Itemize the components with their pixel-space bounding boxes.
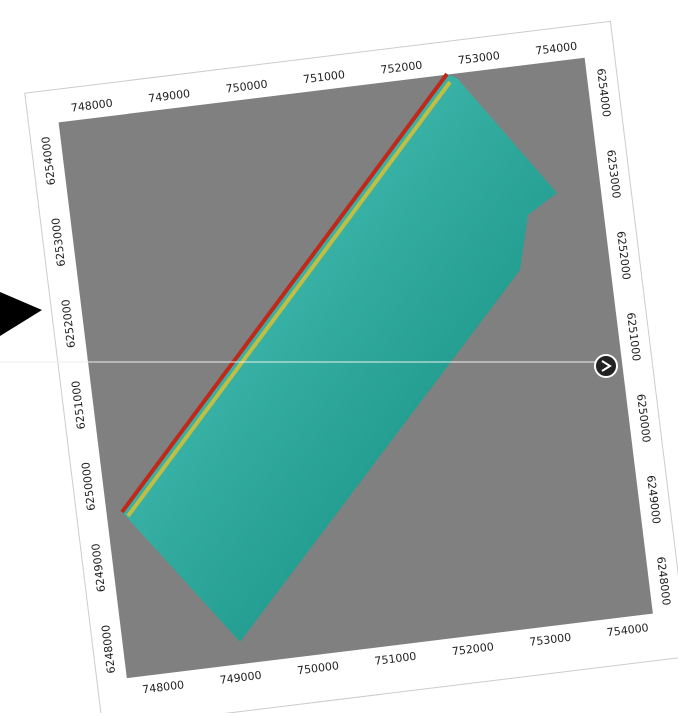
map-view: 7480007490007500007510007520007530007540… [0,0,678,713]
pointer-arrow [0,292,42,336]
cursor-handle[interactable] [595,355,617,377]
